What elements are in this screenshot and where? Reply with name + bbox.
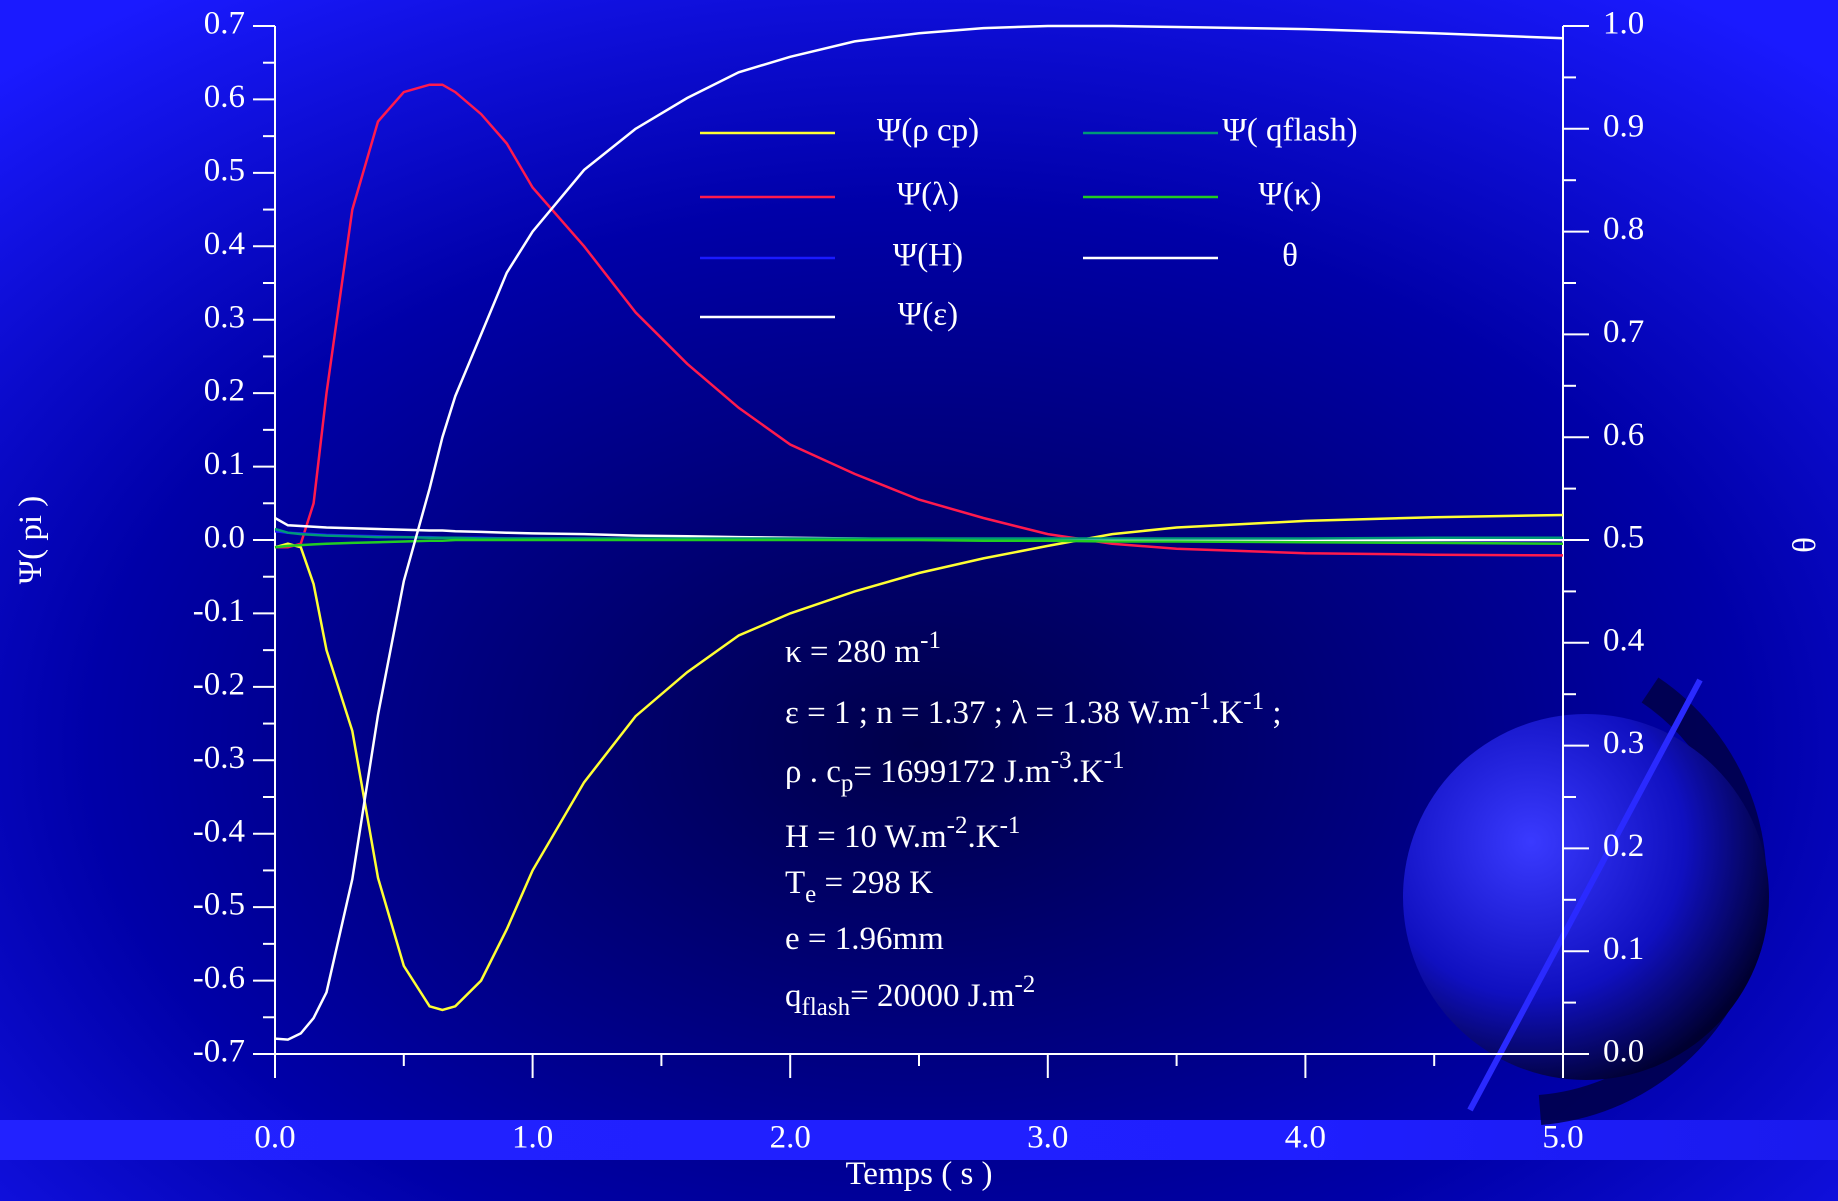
y-tick-label: -0.5 <box>193 887 245 923</box>
annotation-part: -1 <box>1000 812 1021 839</box>
annotation-part: -1 <box>1104 747 1125 774</box>
y-tick-label: -0.1 <box>193 593 245 629</box>
y-tick-label: -0.3 <box>193 740 245 776</box>
y2-tick-label: 0.8 <box>1603 211 1644 247</box>
annotation: H = 10 W.m-2.K-1 <box>785 812 1020 855</box>
annotation: κ = 280 m-1 <box>785 627 941 670</box>
legend-label: Ψ( qflash) <box>1222 113 1357 149</box>
annotation-part: e = 1.96mm <box>785 921 944 957</box>
y2-tick-label: 0.2 <box>1603 828 1644 864</box>
annotation-part: H = 10 W.m <box>785 819 947 855</box>
x-axis-title: Temps ( s ) <box>845 1156 992 1192</box>
x-tick-label: 3.0 <box>1027 1120 1068 1156</box>
annotation-part: -1 <box>920 627 941 654</box>
y-axis-title: Ψ( pi ) <box>13 496 49 585</box>
annotation-part: ε = 1 ; n = 1.37 ; λ = 1.38 W.m <box>785 695 1191 731</box>
annotation-part: .K <box>1072 754 1104 790</box>
legend-label: Ψ(λ) <box>897 177 959 213</box>
y2-tick-label: 0.5 <box>1603 520 1644 556</box>
y-tick-label: -0.4 <box>193 813 245 849</box>
annotation-part: -2 <box>947 812 968 839</box>
y2-tick-label: 0.1 <box>1603 931 1644 967</box>
legend-label: Ψ(ρ cp) <box>877 113 979 149</box>
annotation-part: -2 <box>1014 971 1035 998</box>
y-tick-label: 0.2 <box>204 373 245 409</box>
x-tick-label: 5.0 <box>1542 1120 1583 1156</box>
y-tick-label: 0.6 <box>204 79 245 115</box>
legend-label: Ψ(H) <box>893 238 963 274</box>
y2-tick-label: 0.0 <box>1603 1034 1644 1070</box>
y-tick-label: -0.6 <box>193 960 245 996</box>
y2-tick-label: 0.6 <box>1603 417 1644 453</box>
annotation-part: -1 <box>1243 688 1264 715</box>
annotation-part: ρ . c <box>785 754 841 790</box>
annotation-part: q <box>785 978 802 1014</box>
annotation-part: .K <box>967 819 999 855</box>
x-tick-label: 2.0 <box>770 1120 811 1156</box>
legend-label: θ <box>1282 238 1298 274</box>
annotation-part: .K <box>1211 695 1243 731</box>
y-tick-label: -0.7 <box>193 1034 245 1070</box>
annotation-part: flash <box>802 994 851 1021</box>
legend-label: Ψ(κ) <box>1259 177 1322 213</box>
annotation-part: T <box>785 865 805 901</box>
annotation: qflash= 20000 J.m-2 <box>785 971 1035 1021</box>
annotation-part: = 298 K <box>816 865 933 901</box>
x-tick-label: 1.0 <box>512 1120 553 1156</box>
annotation-part: p <box>841 770 854 797</box>
y-tick-label: 0.7 <box>204 6 245 42</box>
globe-decoration <box>1403 677 1769 1125</box>
band <box>0 1120 1838 1160</box>
y2-tick-label: 0.4 <box>1603 622 1644 658</box>
annotation: ρ . cp= 1699172 J.m-3.K-1 <box>785 747 1125 797</box>
y2-axis-title: θ <box>1787 537 1823 553</box>
y-tick-label: 0.3 <box>204 299 245 335</box>
series-line <box>274 24 1564 1041</box>
y-tick-label: 0.1 <box>204 446 245 482</box>
annotation: ε = 1 ; n = 1.37 ; λ = 1.38 W.m-1.K-1 ; <box>785 688 1282 731</box>
y-tick-label: 0.4 <box>204 226 245 262</box>
annotation-part: ; <box>1264 695 1281 731</box>
y-tick-label: 0.5 <box>204 152 245 188</box>
y-tick-label: 0.0 <box>204 520 245 556</box>
annotation: e = 1.96mm <box>785 921 944 957</box>
legend-label: Ψ(ε) <box>898 297 958 333</box>
y2-tick-label: 0.9 <box>1603 108 1644 144</box>
x-tick-label: 0.0 <box>254 1120 295 1156</box>
annotation-part: e <box>805 881 816 908</box>
annotation-part: = 20000 J.m <box>850 978 1015 1014</box>
y2-tick-label: 1.0 <box>1603 6 1644 42</box>
y2-tick-label: 0.7 <box>1603 314 1644 350</box>
series-line <box>274 538 1564 549</box>
series-line <box>274 527 1563 540</box>
annotation-part: -3 <box>1051 747 1072 774</box>
annotation-part: κ = 280 m <box>785 634 920 670</box>
annotation-part: = 1699172 J.m <box>853 754 1051 790</box>
annotation: Te = 298 K <box>785 865 933 908</box>
y-tick-label: -0.2 <box>193 666 245 702</box>
y2-tick-label: 0.3 <box>1603 725 1644 761</box>
x-tick-label: 4.0 <box>1285 1120 1326 1156</box>
annotation-part: -1 <box>1190 688 1211 715</box>
